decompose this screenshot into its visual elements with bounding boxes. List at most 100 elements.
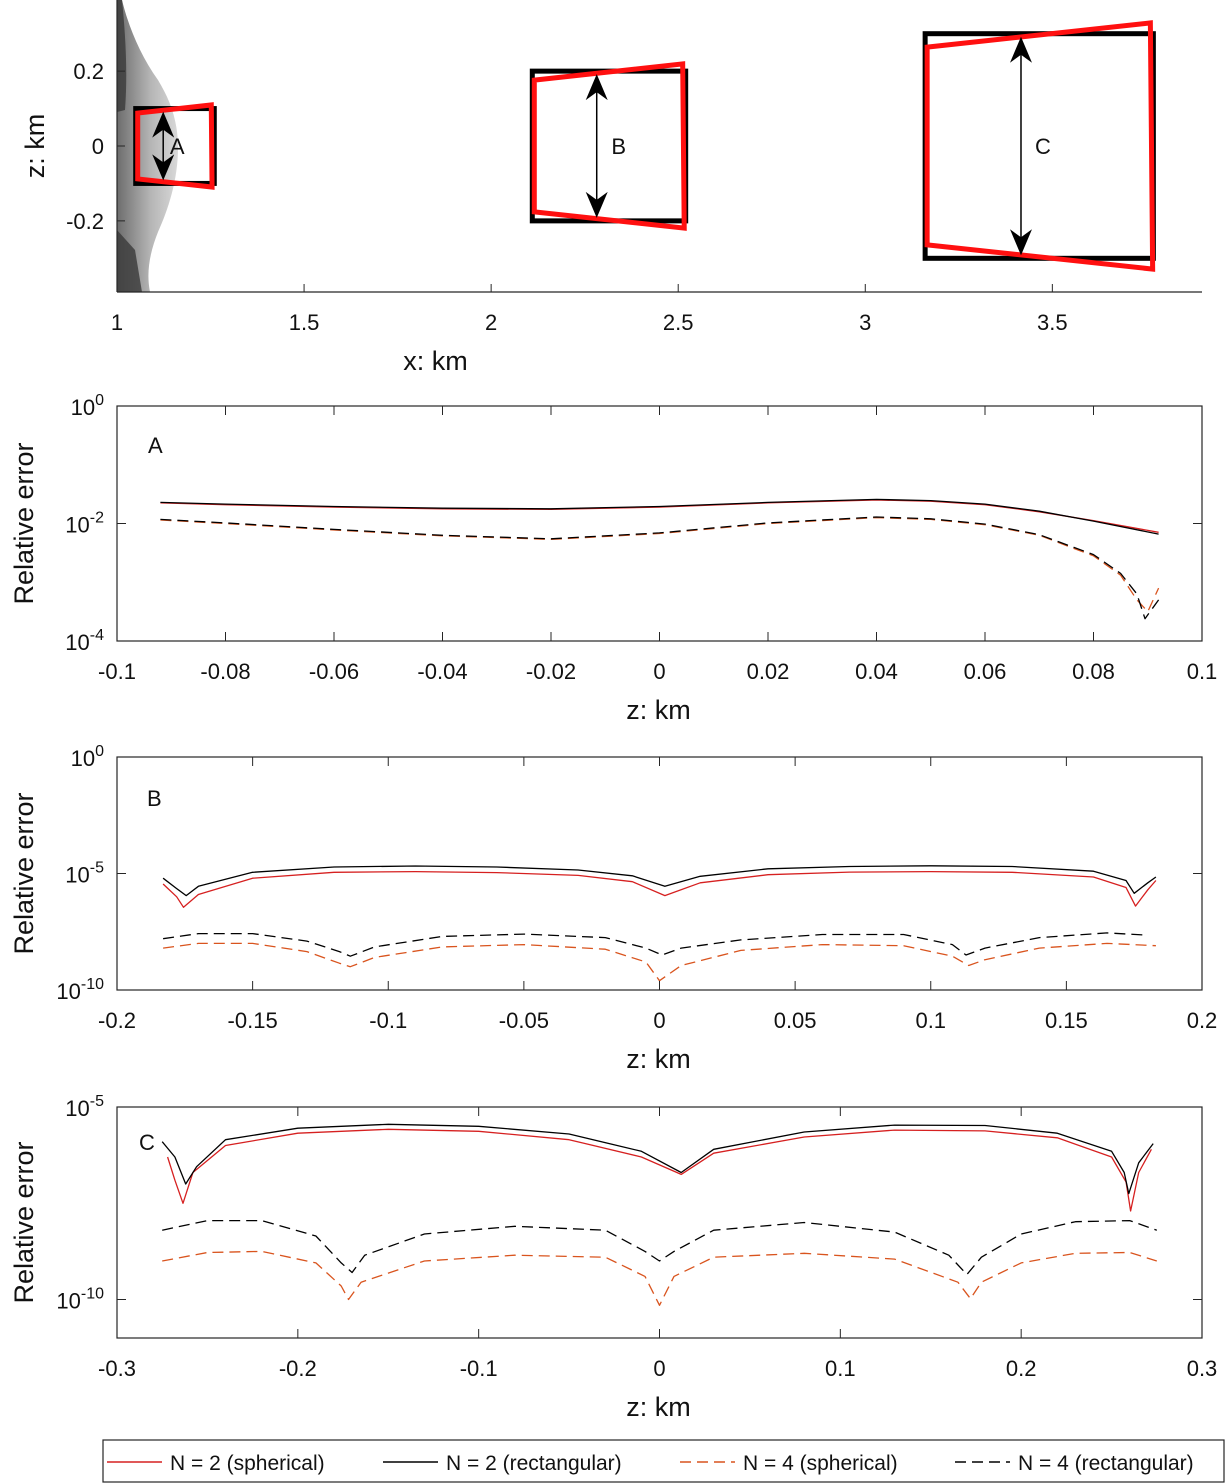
x-tick-label: -0.02 [526,659,576,684]
x-tick-label: 0.1 [1187,659,1218,684]
legend-label: N = 4 (spherical) [743,1452,898,1475]
arrow-head-up [152,111,175,138]
y-tick-label: 10-10 [56,976,104,1004]
axes-box [116,405,1203,642]
y-tick-label: 0 [92,134,104,159]
y-tick-label: 10-5 [65,1093,104,1121]
spherical-frame [531,61,687,231]
x-tick-label: 2 [485,310,497,335]
legend-box [102,1439,1225,1483]
x-tick-label: 0 [653,1008,665,1033]
series-line-spherical-n2 [162,870,1157,908]
series-line-rectangular-n2 [161,1123,1154,1195]
region-label: A [170,134,185,159]
series-line-spherical-n4 [160,516,1160,613]
x-tick-label: 0.1 [825,1356,856,1381]
series-line-rectangular-n4 [160,516,1160,620]
y-tick-label: 10-4 [65,627,104,655]
spherical-frame [135,102,215,190]
x-tick-label: -0.2 [98,1008,136,1033]
legend-entry: N = 4 (spherical) [680,1452,898,1475]
x-tick-label: -0.1 [460,1356,498,1381]
y-tick-label: 100 [71,392,104,420]
x-tick-label: 0.08 [1072,659,1115,684]
x-tick-label: 0.02 [747,659,790,684]
y-tick-label: 100 [71,743,104,771]
x-tick-label: -0.3 [98,1356,136,1381]
x-tick-label: 0 [653,659,665,684]
x-tick-label: -0.05 [499,1008,549,1033]
x-tick-label: 0.3 [1187,1356,1218,1381]
series-line-spherical-n4 [162,1250,1157,1306]
y-tick-label: 10-10 [56,1286,104,1314]
arrow-head-up [1009,36,1032,63]
y-tick-label: 10-2 [65,510,104,538]
x-tick-label: 0 [653,1356,665,1381]
x-tick-label: -0.1 [98,659,136,684]
y-axis-label: Relative error [9,442,39,604]
x-tick-label: -0.2 [279,1356,317,1381]
region-c: C [922,20,1156,272]
x-tick-label: 0.2 [1006,1356,1037,1381]
geometry-panel: A B C 1 1.5 2 2.5 3 3.5 0.2 0 -0.2 x: km z: km [20,0,1202,376]
arrow-head-down [1009,229,1032,256]
panel-label-b: B [147,786,162,811]
panel-label-a: A [148,433,163,458]
legend: N = 2 (spherical) N = 2 (rectangular) N = … [102,1439,1225,1483]
x-tick-label: 2.5 [663,310,694,335]
x-tick-label: 0.06 [964,659,1007,684]
spherical-frame [924,20,1156,272]
series-line-rectangular-n4 [163,932,1148,957]
series-line-spherical-n2 [160,499,1159,533]
arrow-head-down [152,154,175,181]
error-panel-b: -0.2 -0.15 -0.1 -0.05 0 0.05 0.1 0.15 0.2 100 10-5… [9,743,1217,1074]
y-axis-label: Relative error [9,792,39,954]
x-tick-label: 0.2 [1187,1008,1218,1033]
x-tick-label: 0.04 [855,659,898,684]
x-tick-label: 0.1 [915,1008,946,1033]
panel-label-c: C [139,1130,155,1155]
axes-box [116,1106,1203,1339]
x-tick-label: -0.06 [309,659,359,684]
legend-label: N = 4 (rectangular) [1018,1452,1194,1475]
x-tick-label: -0.15 [228,1008,278,1033]
x-tick-label: -0.04 [417,659,467,684]
region-label: C [1035,134,1051,159]
y-axis-label: z: km [20,114,50,179]
arrow-head-up [585,74,608,101]
x-tick-label: 1 [111,310,123,335]
error-panel-a: -0.1 -0.08 -0.06 -0.04 -0.02 0 0.02 0.04 0.06 0.0… [9,392,1217,725]
series-line-rectangular-n4 [162,1219,1158,1276]
legend-entry: N = 2 (rectangular) [383,1452,622,1475]
x-tick-label: -0.08 [200,659,250,684]
x-tick-label: 3 [859,310,871,335]
y-tick-label: -0.2 [66,209,104,234]
series-line-rectangular-n2 [160,498,1159,535]
y-tick-label: 10-5 [65,860,104,888]
region-label: B [611,134,626,159]
legend-label: N = 2 (spherical) [170,1452,325,1475]
topography-shadow [117,0,142,292]
series-line-spherical-n2 [166,1128,1152,1212]
arrow-head-down [585,191,608,218]
x-tick-label: -0.1 [369,1008,407,1033]
x-tick-label: 1.5 [289,310,320,335]
x-tick-label: 0.05 [774,1008,817,1033]
x-axis-label: z: km [626,695,691,725]
region-b: B [529,61,689,231]
x-axis-label: z: km [626,1392,691,1422]
x-axis-label: z: km [626,1044,691,1074]
series-line-spherical-n4 [163,942,1156,982]
series-line-rectangular-n2 [162,865,1157,897]
x-axis-label: x: km [403,346,468,376]
region-a: A [133,102,217,190]
x-tick-label: 3.5 [1037,310,1068,335]
x-tick-label: 0.15 [1045,1008,1088,1033]
error-panel-c: -0.3 -0.2 -0.1 0 0.1 0.2 0.3 10-5 10-10 z: km Rela… [9,1093,1217,1422]
y-tick-label: 0.2 [73,59,104,84]
topography-surface [117,0,178,292]
legend-label: N = 2 (rectangular) [446,1452,622,1475]
legend-entry: N = 2 (spherical) [107,1452,325,1475]
legend-entry: N = 4 (rectangular) [955,1452,1194,1475]
